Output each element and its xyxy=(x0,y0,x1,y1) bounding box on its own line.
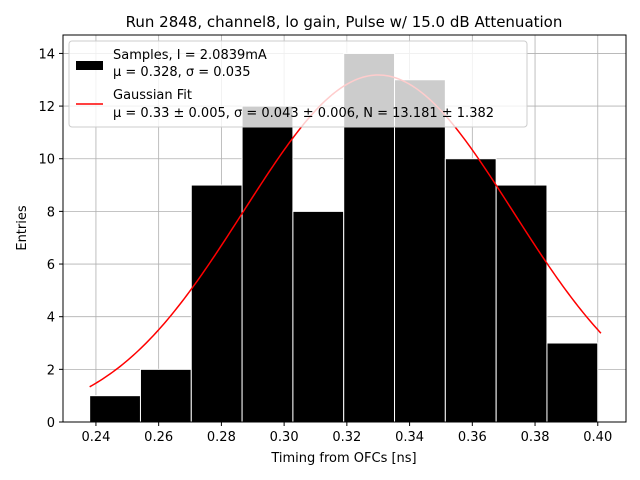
x-tick-label: 0.30 xyxy=(270,430,299,445)
x-tick-label: 0.28 xyxy=(207,430,236,445)
x-axis-label: Timing from OFCs [ns] xyxy=(270,451,416,466)
legend-fit-line1: Gaussian Fit xyxy=(113,88,192,103)
x-tick-label: 0.38 xyxy=(521,430,550,445)
histogram-bar xyxy=(495,184,548,423)
legend-fit-line2: μ = 0.33 ± 0.005, σ = 0.043 ± 0.006, N =… xyxy=(113,106,494,121)
y-axis-ticks: 0 2 4 6 8 10 12 14 xyxy=(38,47,63,431)
legend-samples-line1: Samples, I = 2.0839mA xyxy=(113,48,267,63)
legend: Samples, I = 2.0839mA μ = 0.328, σ = 0.0… xyxy=(68,40,528,128)
y-tick-label: 6 xyxy=(47,258,55,273)
y-axis-label: Entries xyxy=(15,205,30,251)
histogram-bar xyxy=(241,105,294,423)
chart-title: Run 2848, channel8, lo gain, Pulse w/ 15… xyxy=(126,13,563,31)
histogram-bar xyxy=(139,368,192,423)
histogram-bar xyxy=(546,342,599,423)
y-tick-label: 14 xyxy=(38,47,55,62)
plot-frame xyxy=(62,34,627,423)
x-tick-label: 0.26 xyxy=(144,430,173,445)
x-tick-label: 0.34 xyxy=(395,430,424,445)
legend-samples-swatch xyxy=(76,61,103,70)
y-tick-label: 4 xyxy=(47,311,55,326)
x-tick-label: 0.24 xyxy=(81,430,110,445)
legend-box xyxy=(68,40,528,128)
histogram-bar xyxy=(444,158,497,423)
y-tick-label: 10 xyxy=(38,153,55,168)
x-tick-label: 0.40 xyxy=(583,430,612,445)
x-tick-label: 0.36 xyxy=(458,430,487,445)
histogram-bar xyxy=(190,184,243,423)
legend-samples-line2: μ = 0.328, σ = 0.035 xyxy=(113,65,251,80)
histogram-bar xyxy=(292,210,345,423)
y-tick-label: 12 xyxy=(38,100,55,115)
histogram-bar xyxy=(89,395,141,423)
y-tick-label: 0 xyxy=(47,416,55,431)
y-tick-label: 2 xyxy=(47,363,55,378)
x-axis-ticks: 0.24 0.26 0.28 0.30 0.32 0.34 0.36 0.38 0.40 xyxy=(81,422,612,445)
histogram-bar xyxy=(394,79,446,423)
x-tick-label: 0.32 xyxy=(332,430,361,445)
y-tick-label: 8 xyxy=(47,205,55,220)
